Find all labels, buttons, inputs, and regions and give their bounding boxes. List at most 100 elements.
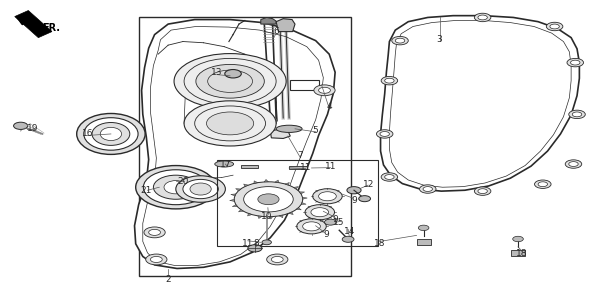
Ellipse shape — [174, 54, 286, 109]
Polygon shape — [275, 180, 279, 183]
Ellipse shape — [190, 183, 211, 195]
Ellipse shape — [314, 85, 335, 96]
Ellipse shape — [164, 181, 188, 194]
Ellipse shape — [342, 236, 354, 242]
Ellipse shape — [395, 38, 405, 43]
Ellipse shape — [550, 24, 559, 29]
Text: 15: 15 — [333, 218, 345, 227]
Ellipse shape — [380, 132, 389, 136]
Ellipse shape — [474, 13, 491, 22]
Ellipse shape — [149, 229, 160, 235]
Polygon shape — [276, 19, 295, 32]
Polygon shape — [270, 129, 290, 138]
Text: 8: 8 — [253, 239, 259, 248]
Text: 12: 12 — [362, 180, 374, 189]
Bar — [289, 166, 307, 169]
Polygon shape — [254, 181, 258, 184]
Bar — [217, 160, 378, 246]
Ellipse shape — [513, 236, 523, 242]
Ellipse shape — [303, 222, 320, 231]
Ellipse shape — [144, 227, 165, 238]
Ellipse shape — [418, 225, 429, 231]
Ellipse shape — [313, 189, 342, 204]
Text: 18: 18 — [516, 249, 528, 258]
Ellipse shape — [184, 101, 276, 146]
Ellipse shape — [392, 36, 408, 45]
Text: 5: 5 — [313, 126, 319, 135]
Polygon shape — [261, 17, 276, 24]
Ellipse shape — [14, 122, 28, 129]
Ellipse shape — [146, 254, 167, 265]
Ellipse shape — [478, 15, 487, 20]
Ellipse shape — [84, 118, 138, 150]
Polygon shape — [258, 216, 262, 219]
Text: 21: 21 — [140, 186, 152, 195]
Ellipse shape — [423, 187, 432, 191]
Text: 16: 16 — [81, 129, 93, 138]
Polygon shape — [248, 213, 252, 216]
Ellipse shape — [474, 187, 491, 195]
Ellipse shape — [267, 254, 288, 265]
Ellipse shape — [567, 58, 584, 67]
Ellipse shape — [262, 240, 271, 245]
Text: FR.: FR. — [42, 23, 61, 33]
Ellipse shape — [538, 182, 548, 187]
Ellipse shape — [385, 78, 394, 83]
Text: 13: 13 — [211, 68, 223, 77]
Bar — [511, 250, 525, 256]
Polygon shape — [296, 208, 301, 210]
Ellipse shape — [206, 112, 254, 135]
Polygon shape — [303, 197, 307, 199]
Polygon shape — [279, 215, 283, 218]
Ellipse shape — [183, 179, 218, 199]
Ellipse shape — [569, 110, 585, 119]
Text: 18: 18 — [374, 239, 386, 248]
Bar — [290, 80, 319, 90]
Text: 4: 4 — [326, 102, 332, 111]
Polygon shape — [231, 194, 236, 196]
Text: 17: 17 — [220, 160, 232, 169]
Text: 11: 11 — [300, 163, 312, 172]
Ellipse shape — [100, 127, 122, 141]
Polygon shape — [244, 184, 248, 187]
Ellipse shape — [143, 170, 208, 205]
Text: 20: 20 — [177, 177, 189, 186]
Text: 6: 6 — [273, 27, 279, 36]
Text: 2: 2 — [165, 275, 171, 284]
Ellipse shape — [381, 76, 398, 85]
Ellipse shape — [311, 208, 329, 217]
Ellipse shape — [276, 125, 302, 132]
Ellipse shape — [569, 162, 578, 166]
Polygon shape — [289, 212, 293, 215]
Ellipse shape — [92, 123, 130, 145]
Polygon shape — [15, 11, 52, 38]
Ellipse shape — [565, 160, 582, 168]
Text: 9: 9 — [332, 215, 338, 224]
Ellipse shape — [546, 22, 563, 31]
Polygon shape — [238, 209, 244, 212]
Polygon shape — [285, 182, 289, 185]
Bar — [139, 17, 351, 276]
Text: 11: 11 — [242, 239, 254, 248]
Polygon shape — [232, 205, 238, 207]
Text: 7: 7 — [297, 150, 303, 160]
Text: 14: 14 — [343, 227, 355, 236]
Ellipse shape — [248, 245, 262, 252]
Text: 11: 11 — [324, 162, 336, 171]
Ellipse shape — [319, 192, 336, 201]
Ellipse shape — [572, 112, 582, 117]
Ellipse shape — [136, 166, 216, 209]
Ellipse shape — [215, 161, 234, 167]
Ellipse shape — [347, 187, 361, 194]
Text: 10: 10 — [261, 212, 273, 221]
Polygon shape — [268, 217, 273, 219]
Ellipse shape — [324, 219, 336, 225]
Ellipse shape — [385, 175, 394, 179]
Polygon shape — [235, 189, 241, 191]
Polygon shape — [299, 192, 304, 194]
Ellipse shape — [153, 175, 198, 199]
Ellipse shape — [150, 256, 162, 262]
Ellipse shape — [319, 87, 330, 93]
Polygon shape — [293, 187, 299, 189]
Ellipse shape — [381, 173, 398, 181]
